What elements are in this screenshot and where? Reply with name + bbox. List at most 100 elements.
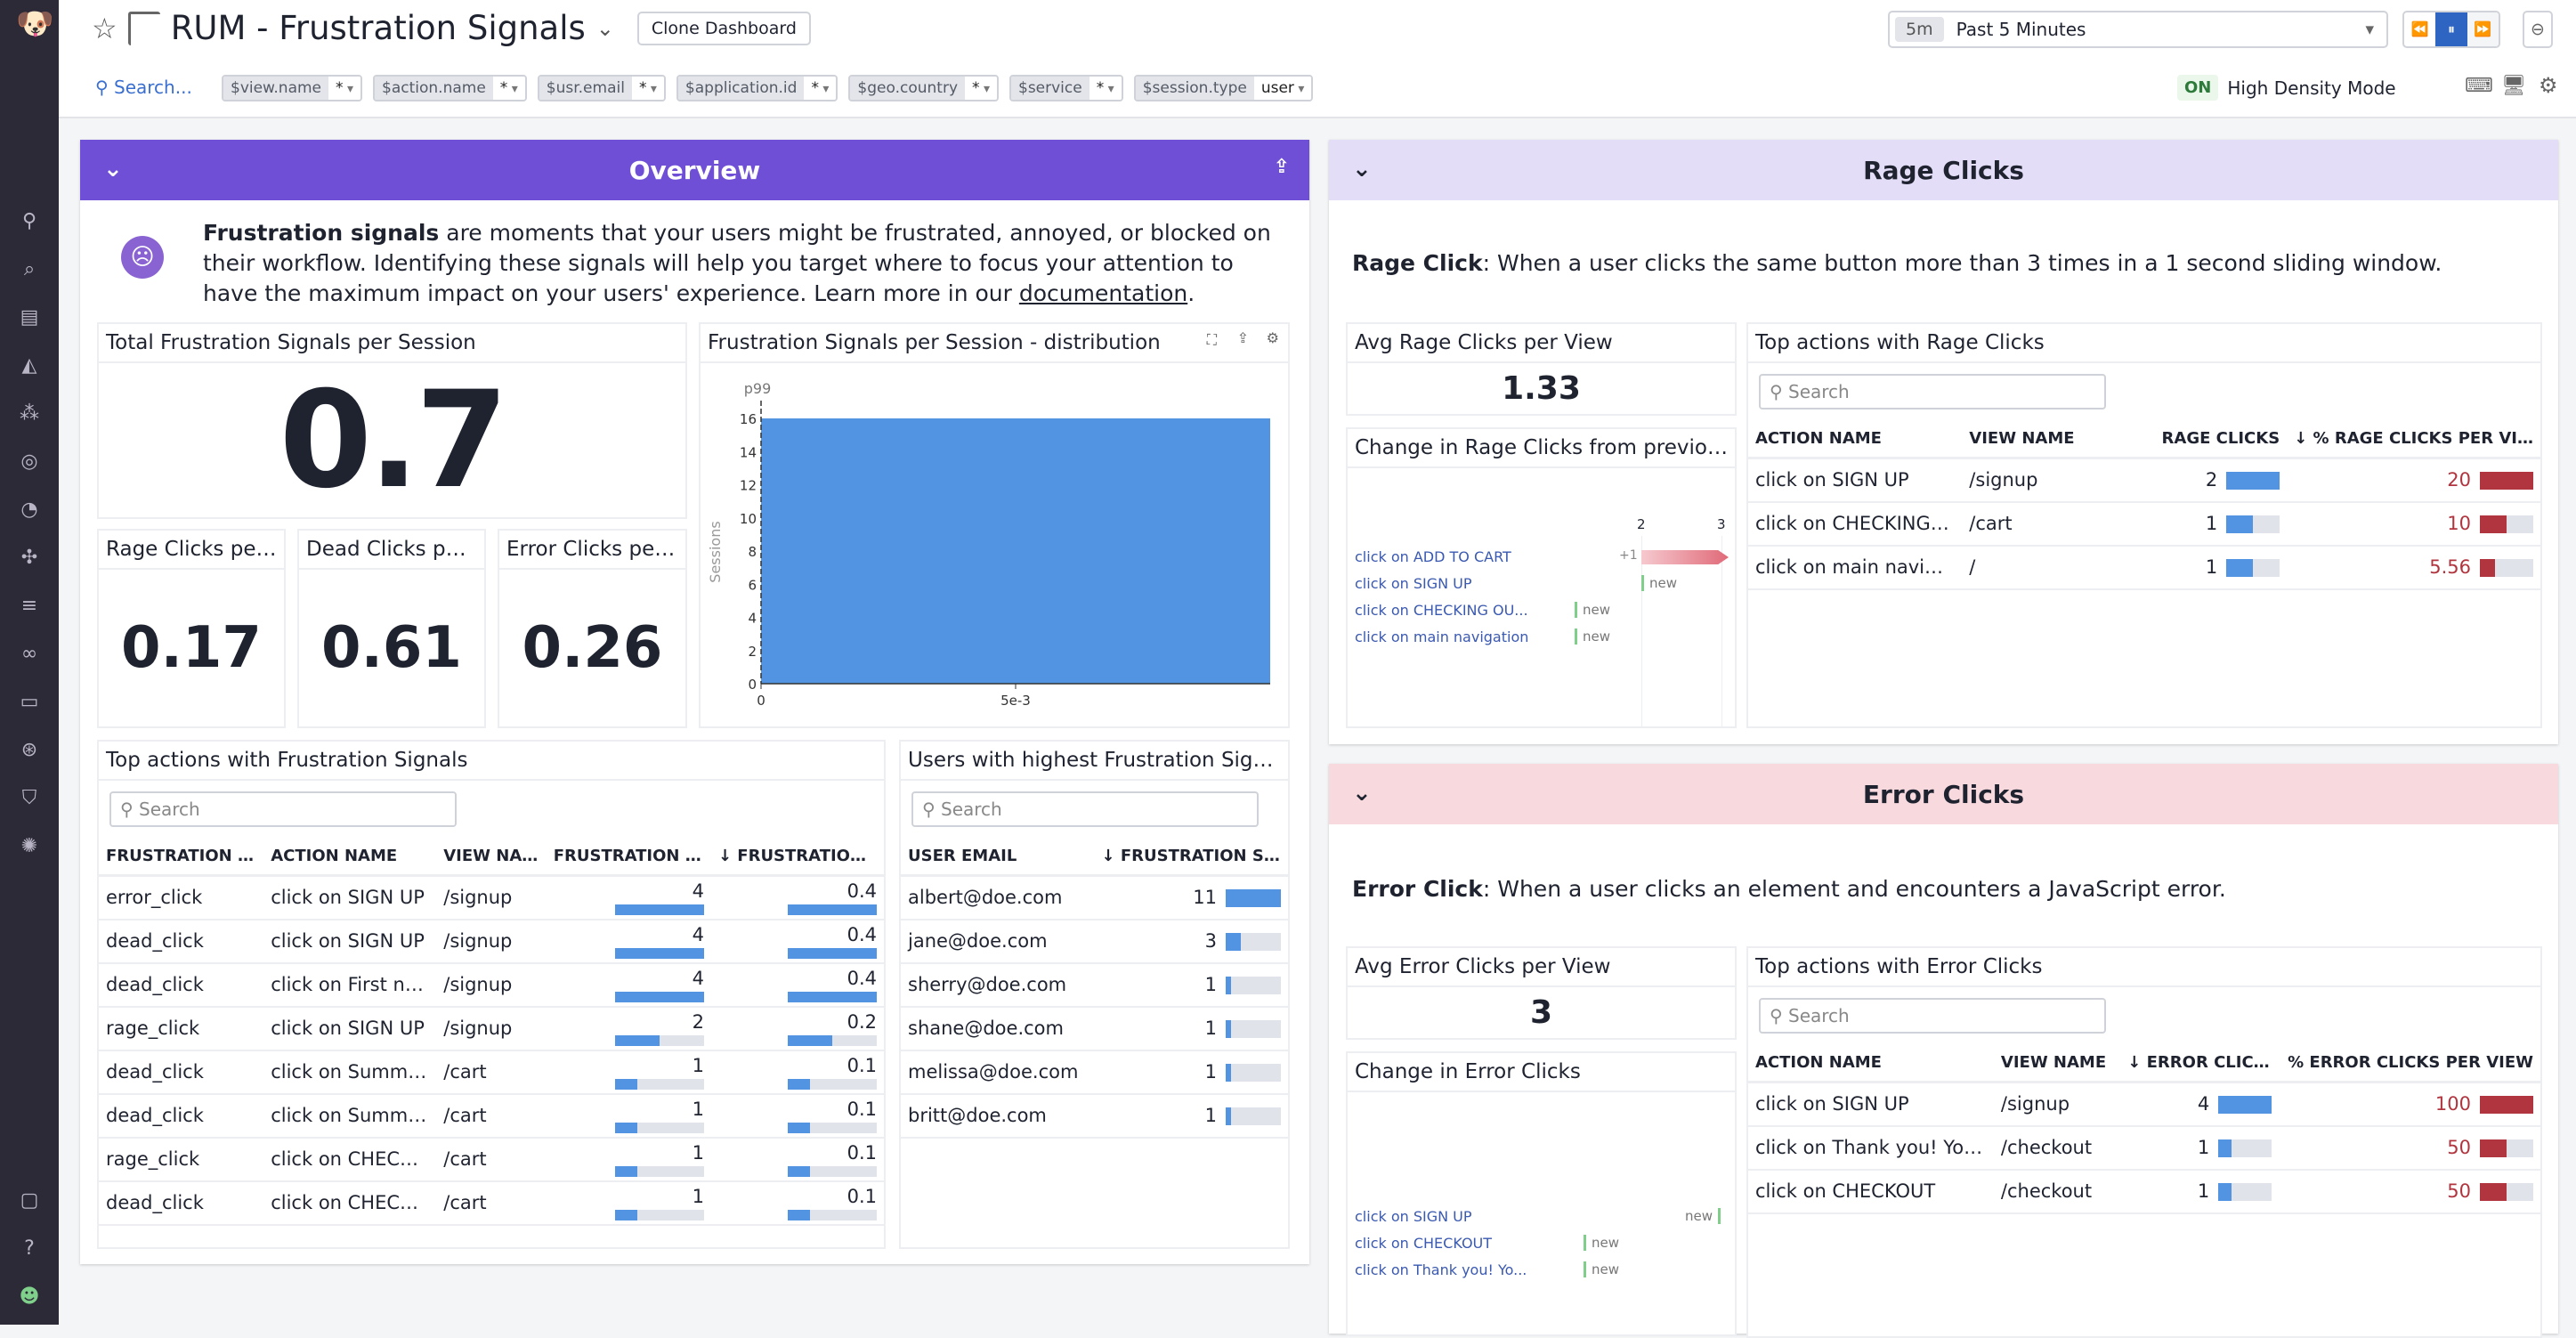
chart-icon[interactable]: ◭ bbox=[21, 354, 37, 377]
puzzle-icon[interactable]: ✣ bbox=[20, 547, 38, 569]
filter-value[interactable]: * bbox=[965, 77, 997, 100]
change-item-label[interactable]: click on CHECKING OU... bbox=[1355, 602, 1528, 619]
chevron-down-icon[interactable]: ⌄ bbox=[595, 15, 614, 41]
keyboard-icon[interactable]: ⌨ bbox=[2465, 75, 2493, 97]
zoom-out-icon[interactable]: ⊖ bbox=[2523, 11, 2553, 48]
filter-application-id[interactable]: $application.id * bbox=[676, 75, 838, 101]
table-row[interactable]: dead_click click on Summar.../cart 1 0.1 bbox=[99, 1050, 884, 1095]
density-toggle[interactable]: ON bbox=[2177, 75, 2219, 101]
share-icon[interactable]: ⇪ bbox=[1273, 156, 1290, 178]
search-icon[interactable]: ⚲ bbox=[21, 210, 37, 232]
security-icon[interactable]: ◎ bbox=[20, 450, 38, 473]
documentation-link[interactable]: documentation bbox=[1018, 280, 1188, 306]
notebook-icon[interactable]: ▭ bbox=[20, 691, 39, 713]
help-icon[interactable]: ? bbox=[24, 1237, 35, 1260]
table-row[interactable]: dead_click click on First na.../signup 4 0.… bbox=[99, 962, 884, 1008]
chat-icon[interactable]: ▢ bbox=[20, 1189, 39, 1212]
filter-value[interactable]: * bbox=[328, 77, 361, 100]
clone-dashboard-button[interactable]: Clone Dashboard bbox=[636, 11, 811, 45]
rewind-icon[interactable]: ⏪ bbox=[2410, 20, 2429, 37]
filter-session-type[interactable]: $session.type user bbox=[1133, 75, 1314, 101]
network-icon[interactable]: ⁂ bbox=[20, 402, 39, 425]
binoculars-icon[interactable]: ⌕ bbox=[23, 258, 36, 280]
collapse-icon[interactable]: ⌄ bbox=[1352, 156, 1372, 182]
table-row[interactable]: click on Thank you! Your orde.../checkou… bbox=[1748, 1125, 2540, 1171]
column-header[interactable]: VIEW NAME bbox=[1962, 420, 2121, 459]
table-row[interactable]: britt@doe.com 1 bbox=[901, 1093, 1288, 1139]
search-input[interactable]: ⚲ Search bbox=[911, 791, 1259, 827]
change-item-label[interactable]: click on SIGN UP bbox=[1355, 575, 1472, 592]
logs-icon[interactable]: ≡ bbox=[20, 595, 38, 617]
table-row[interactable]: albert@doe.com 11 bbox=[901, 875, 1288, 920]
table-row[interactable]: melissa@doe.com 1 bbox=[901, 1050, 1288, 1095]
user-avatar-icon[interactable]: ☻ bbox=[19, 1285, 40, 1308]
filter-value[interactable]: * bbox=[631, 77, 664, 100]
gear-icon[interactable]: ⚙ bbox=[2539, 73, 2558, 98]
table-row[interactable]: dead_click click on Summar.../cart 1 0.1 bbox=[99, 1093, 884, 1139]
column-header[interactable]: ACTION NAME bbox=[263, 838, 437, 877]
table-row[interactable]: sherry@doe.com 1 bbox=[901, 962, 1288, 1008]
change-item-label[interactable]: click on Thank you! Yo... bbox=[1355, 1261, 1527, 1278]
table-row[interactable]: rage_click click on SIGN UP/signup 2 0.2 bbox=[99, 1006, 884, 1051]
column-header[interactable]: ACTION NAME bbox=[1748, 420, 1963, 459]
filter-geo-country[interactable]: $geo.country * bbox=[848, 75, 999, 101]
table-row[interactable]: dead_click click on SIGN UP/signup 4 0.4 bbox=[99, 919, 884, 964]
table-row[interactable]: click on CHECKING OUT.../cart 1 10 bbox=[1748, 501, 2540, 547]
table-row[interactable]: jane@doe.com 3 bbox=[901, 919, 1288, 964]
column-header[interactable]: USER EMAIL bbox=[901, 838, 1095, 877]
time-range-select[interactable]: 5m Past 5 Minutes ▾ bbox=[1888, 11, 2388, 48]
filter-view-name[interactable]: $view.name * bbox=[222, 75, 363, 101]
change-item-label[interactable]: click on ADD TO CART bbox=[1355, 548, 1511, 565]
dashboard-icon[interactable]: ▤ bbox=[20, 306, 39, 328]
search-button[interactable]: ⚲ Search... bbox=[95, 77, 192, 98]
column-header[interactable]: RAGE CLICKS bbox=[2120, 420, 2288, 459]
filter-value[interactable]: * bbox=[1089, 77, 1122, 100]
share-icon[interactable]: ⇪ bbox=[1236, 329, 1249, 346]
column-header[interactable]: ↓ % RAGE CLICKS PER VIEW bbox=[2287, 420, 2540, 459]
gear-icon[interactable]: ⚙ bbox=[1266, 329, 1279, 346]
table-row[interactable]: click on SIGN UP/signup 2 20 bbox=[1748, 458, 2540, 503]
table-row[interactable]: dead_click click on CHECKI.../cart 1 0.1 bbox=[99, 1180, 884, 1226]
users-table: USER EMAIL↓ FRUSTRATION SIGN...albert@do… bbox=[901, 838, 1288, 1139]
fast-forward-icon[interactable]: ⏩ bbox=[2467, 12, 2499, 46]
gauge-icon[interactable]: ◔ bbox=[20, 499, 38, 521]
table-row[interactable]: error_click click on SIGN UP/signup 4 0.4 bbox=[99, 875, 884, 920]
filter-value[interactable]: user bbox=[1253, 77, 1312, 100]
filter-action-name[interactable]: $action.name * bbox=[373, 75, 527, 101]
settings-icon[interactable]: ✺ bbox=[20, 835, 38, 857]
column-header[interactable]: ↓ ERROR CLICKS bbox=[2120, 1044, 2280, 1083]
column-header[interactable]: ACTION NAME bbox=[1748, 1044, 1994, 1083]
change-item-label[interactable]: click on CHECKOUT bbox=[1355, 1235, 1493, 1252]
table-row[interactable]: click on main navigation/ 1 5.56 bbox=[1748, 545, 2540, 590]
filter-value[interactable]: * bbox=[804, 77, 837, 100]
filter-usr-email[interactable]: $usr.email * bbox=[537, 75, 666, 101]
table-row[interactable]: click on CHECKOUT/checkout 1 50 bbox=[1748, 1169, 2540, 1214]
column-header[interactable]: VIEW NAME bbox=[436, 838, 547, 877]
table-row[interactable]: shane@doe.com 1 bbox=[901, 1006, 1288, 1051]
star-icon[interactable]: ☆ bbox=[92, 11, 117, 45]
column-header[interactable]: FRUSTRATION CL... bbox=[546, 838, 711, 877]
expand-icon[interactable]: ⛶ bbox=[1206, 331, 1217, 348]
column-header[interactable]: ↓ FRUSTRATION SIGN... bbox=[1094, 838, 1288, 877]
filter-service[interactable]: $service * bbox=[1009, 75, 1123, 101]
search-input[interactable]: ⚲ Search bbox=[1759, 998, 2106, 1034]
search-input[interactable]: ⚲ Search bbox=[1759, 374, 2106, 410]
column-header[interactable]: % ERROR CLICKS PER VIEW bbox=[2279, 1044, 2540, 1083]
change-item-label[interactable]: click on SIGN UP bbox=[1355, 1208, 1472, 1225]
rum-icon[interactable]: ⊛ bbox=[20, 739, 38, 761]
search-input[interactable]: ⚲ Search bbox=[109, 791, 457, 827]
tv-mode-icon[interactable]: 🖥 bbox=[2501, 75, 2526, 97]
table-row[interactable]: click on SIGN UP/signup 4 100 bbox=[1748, 1082, 2540, 1127]
column-header[interactable]: ↓ FRUSTRATION... bbox=[710, 838, 884, 877]
pause-icon[interactable]: ⏸ bbox=[2435, 12, 2467, 46]
column-header[interactable]: VIEW NAME bbox=[1993, 1044, 2121, 1083]
filter-value[interactable]: * bbox=[492, 77, 525, 100]
collapse-icon[interactable]: ⌄ bbox=[103, 156, 123, 182]
table-row[interactable]: rage_click click on CHECKI.../cart 1 0.1 bbox=[99, 1137, 884, 1182]
link-icon[interactable]: ∞ bbox=[20, 643, 38, 665]
datadog-logo-icon[interactable]: 🐶 bbox=[16, 6, 54, 42]
change-item-label[interactable]: click on main navigation bbox=[1355, 628, 1529, 645]
shield-icon[interactable]: ⛉ bbox=[21, 787, 37, 809]
column-header[interactable]: FRUSTRATION TY... bbox=[99, 838, 264, 877]
collapse-icon[interactable]: ⌄ bbox=[1352, 780, 1372, 807]
